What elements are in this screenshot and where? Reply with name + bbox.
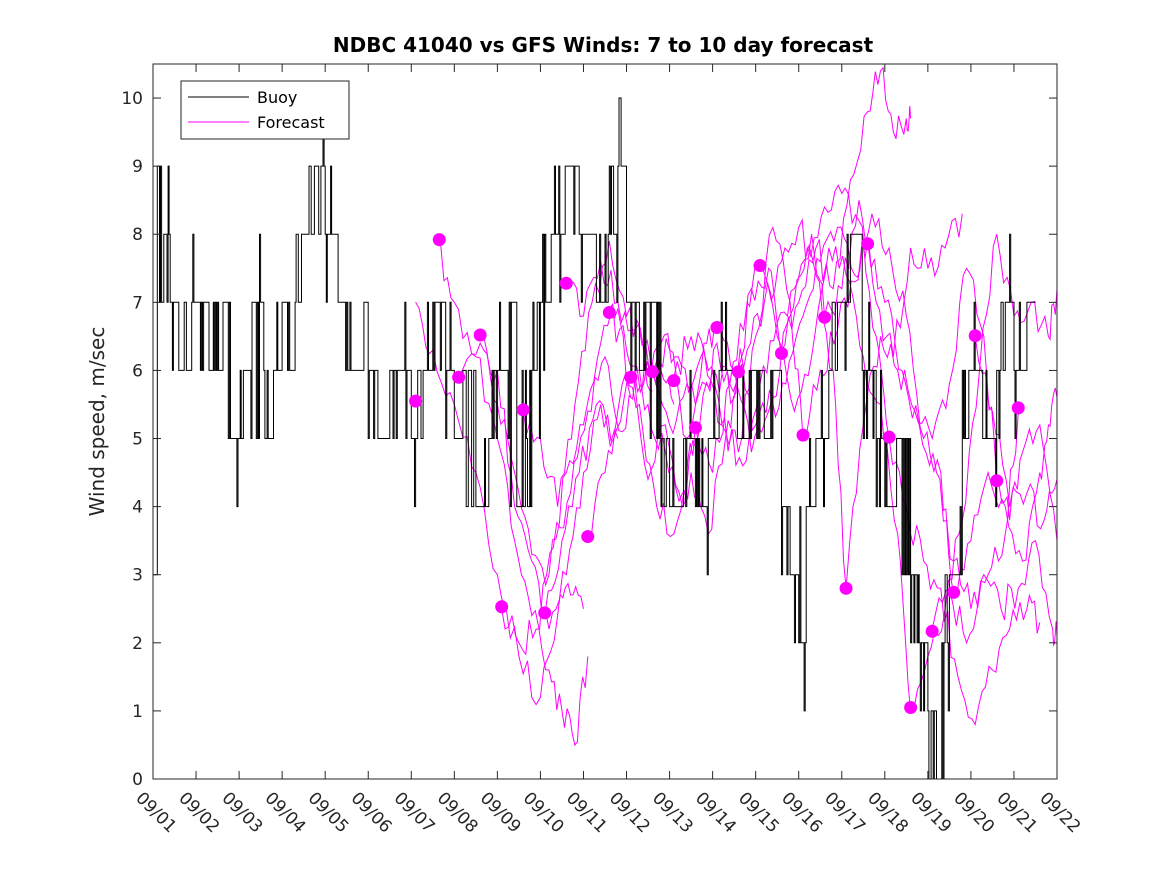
forecast-points <box>409 233 1025 714</box>
forecast-point <box>432 233 446 247</box>
forecast-line <box>931 539 1058 648</box>
forecast-point <box>839 581 853 595</box>
y-axis: 0 1 2 3 4 5 6 7 8 9 10 <box>121 89 1057 790</box>
forecast-point <box>947 585 961 599</box>
forecast-line <box>867 240 1019 609</box>
forecast-line <box>781 66 912 351</box>
forecast-point <box>602 306 616 320</box>
y-axis-label: Wind speed, m/sec <box>85 327 109 517</box>
forecast-line <box>694 218 847 589</box>
forecast-point <box>516 403 530 417</box>
forecast-point <box>559 276 573 290</box>
forecast-point <box>710 321 724 335</box>
y-tick-label: 6 <box>132 361 143 381</box>
forecast-point <box>882 430 896 444</box>
forecast-line <box>436 240 589 747</box>
forecast-line <box>480 307 632 587</box>
forecast-point <box>409 394 423 408</box>
legend-forecast-label: Forecast <box>257 113 325 132</box>
y-tick-label: 4 <box>132 498 143 518</box>
forecast-point <box>1011 401 1025 415</box>
y-tick-label: 8 <box>132 225 143 245</box>
forecast-point <box>495 600 509 614</box>
y-tick-label: 9 <box>132 157 143 177</box>
y-tick-label: 2 <box>132 634 143 654</box>
forecast-point <box>667 374 681 388</box>
forecast-line <box>415 302 584 706</box>
forecast-point <box>925 624 939 638</box>
chart-title: NDBC 41040 vs GFS Winds: 7 to 10 day for… <box>333 33 874 57</box>
legend-buoy-label: Buoy <box>257 88 297 107</box>
forecast-point <box>753 259 767 273</box>
forecast-line <box>630 267 782 503</box>
forecast-point <box>968 329 982 343</box>
y-tick-label: 3 <box>132 566 143 586</box>
y-tick-label: 0 <box>132 770 143 790</box>
forecast-line <box>501 355 653 656</box>
forecast-point <box>861 237 875 251</box>
forecast-point <box>818 310 832 324</box>
forecast-line <box>953 387 1058 596</box>
legend: Buoy Forecast <box>180 80 350 140</box>
forecast-point <box>473 328 487 342</box>
forecast-line <box>802 213 955 596</box>
forecast-point <box>731 365 745 379</box>
forecast-point <box>452 370 466 384</box>
forecast-point <box>990 474 1004 488</box>
forecast-point <box>538 606 552 620</box>
forecast-line <box>759 246 912 711</box>
forecast-line <box>974 336 1058 530</box>
forecast-point <box>581 530 595 544</box>
y-tick-label: 10 <box>121 89 143 109</box>
legend-box <box>180 80 350 140</box>
forecast-line <box>996 423 1058 541</box>
buoy-series-line <box>153 97 1036 780</box>
axes-frame <box>152 63 1058 780</box>
y-tick-label: 7 <box>132 293 143 313</box>
forecast-point <box>796 428 810 442</box>
forecast-point <box>688 421 702 435</box>
y-tick-label: 5 <box>132 430 143 450</box>
forecast-point <box>624 370 638 384</box>
forecast-line <box>587 370 739 540</box>
forecast-point <box>774 346 788 360</box>
forecast-point <box>904 701 918 714</box>
forecast-point <box>645 365 659 379</box>
y-tick-label: 1 <box>132 702 143 722</box>
forecast-line <box>888 438 1041 726</box>
